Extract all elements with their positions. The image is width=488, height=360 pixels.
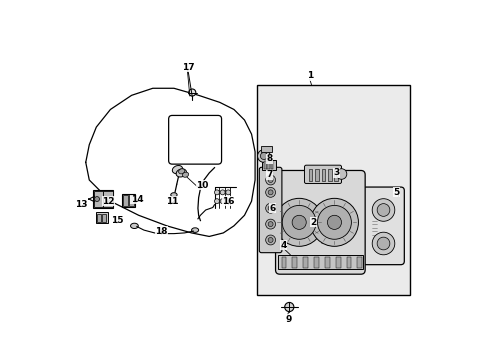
Bar	[334, 169, 337, 181]
Circle shape	[265, 203, 275, 213]
Circle shape	[265, 175, 275, 185]
Circle shape	[267, 222, 272, 226]
Ellipse shape	[176, 169, 186, 177]
Circle shape	[265, 219, 275, 229]
Bar	[96, 212, 108, 223]
Bar	[261, 146, 271, 152]
Bar	[267, 161, 269, 169]
Bar	[102, 214, 106, 222]
Circle shape	[310, 198, 358, 246]
Bar	[264, 161, 266, 169]
Circle shape	[267, 206, 272, 211]
Text: 18: 18	[155, 227, 167, 236]
Circle shape	[282, 206, 315, 239]
FancyBboxPatch shape	[259, 167, 281, 253]
FancyBboxPatch shape	[275, 171, 365, 274]
Bar	[278, 255, 362, 269]
Circle shape	[267, 190, 272, 195]
Bar	[97, 214, 101, 222]
Bar	[292, 257, 297, 268]
Bar	[128, 195, 134, 206]
FancyBboxPatch shape	[304, 165, 341, 184]
Text: 9: 9	[285, 315, 291, 324]
Circle shape	[336, 169, 346, 179]
Text: 12: 12	[102, 197, 115, 206]
Text: 5: 5	[392, 188, 399, 197]
Circle shape	[220, 190, 224, 195]
Text: 11: 11	[165, 197, 178, 206]
Ellipse shape	[191, 228, 198, 233]
Bar	[93, 190, 113, 208]
Bar	[103, 191, 112, 207]
Circle shape	[225, 190, 230, 195]
Text: 4: 4	[280, 241, 286, 250]
FancyBboxPatch shape	[362, 187, 404, 265]
Bar	[346, 257, 351, 268]
Bar	[327, 169, 331, 181]
Text: 14: 14	[130, 195, 143, 204]
Bar	[270, 161, 272, 169]
Circle shape	[188, 89, 195, 96]
Ellipse shape	[170, 193, 177, 197]
Ellipse shape	[130, 223, 138, 229]
Circle shape	[371, 199, 394, 221]
Bar	[93, 191, 102, 207]
Circle shape	[291, 215, 305, 229]
Bar	[314, 169, 318, 181]
Circle shape	[220, 199, 224, 204]
Bar	[313, 257, 318, 268]
Ellipse shape	[178, 169, 184, 174]
Text: 13: 13	[75, 200, 87, 209]
Bar	[303, 257, 307, 268]
Circle shape	[371, 232, 394, 255]
Bar	[324, 257, 329, 268]
Circle shape	[214, 199, 219, 204]
Bar	[308, 169, 312, 181]
Bar	[256, 85, 409, 294]
Bar	[122, 194, 135, 207]
Circle shape	[265, 188, 275, 197]
Ellipse shape	[172, 166, 182, 174]
Circle shape	[376, 237, 389, 250]
Text: 6: 6	[269, 204, 275, 213]
Circle shape	[265, 235, 275, 245]
Bar	[335, 257, 340, 268]
Circle shape	[327, 215, 341, 229]
Text: 1: 1	[306, 71, 312, 80]
Bar	[321, 169, 325, 181]
Text: 16: 16	[222, 197, 234, 206]
Text: 3: 3	[332, 168, 339, 177]
Circle shape	[225, 199, 230, 204]
Circle shape	[214, 190, 219, 195]
Circle shape	[257, 150, 270, 162]
Text: 10: 10	[196, 181, 208, 190]
Circle shape	[267, 177, 272, 183]
Bar	[357, 257, 362, 268]
Text: 17: 17	[182, 63, 194, 72]
Text: 15: 15	[111, 216, 123, 225]
Text: 8: 8	[266, 154, 272, 163]
Circle shape	[275, 198, 323, 246]
Bar	[281, 257, 286, 268]
Circle shape	[94, 197, 99, 202]
Circle shape	[267, 238, 272, 242]
Circle shape	[105, 197, 110, 202]
Circle shape	[284, 302, 293, 312]
Circle shape	[317, 206, 351, 239]
Ellipse shape	[182, 172, 188, 177]
Text: 2: 2	[309, 218, 316, 227]
Bar	[122, 195, 128, 206]
Circle shape	[260, 153, 267, 159]
Circle shape	[376, 204, 389, 216]
Bar	[262, 160, 275, 170]
Text: 7: 7	[266, 170, 272, 179]
